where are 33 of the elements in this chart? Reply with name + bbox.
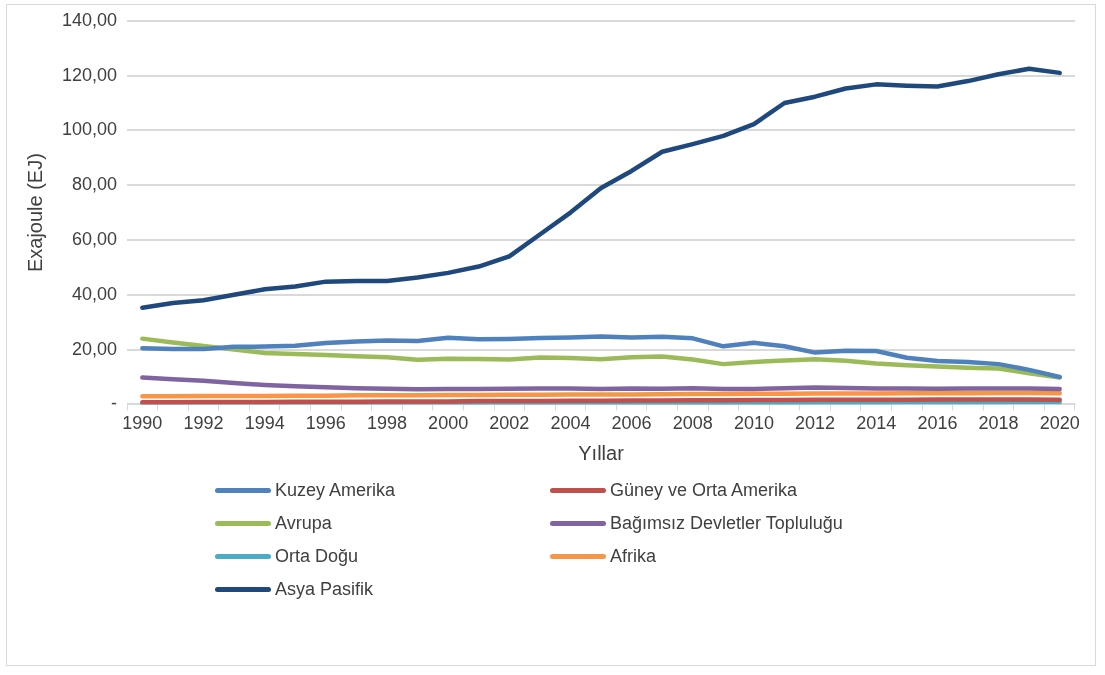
- x-tick-label: 1998: [366, 413, 407, 434]
- x-tick-label: 2018: [978, 413, 1019, 434]
- legend-label: Bağımsız Devletler Topluluğu: [610, 513, 843, 534]
- x-tick-label: 2014: [856, 413, 897, 434]
- x-tick-label: 2002: [489, 413, 530, 434]
- x-tick-label: 2008: [672, 413, 713, 434]
- legend-label: Asya Pasifik: [275, 579, 374, 600]
- y-axis-title: Exajoule (EJ): [23, 153, 46, 273]
- x-tick-label: 2016: [917, 413, 958, 434]
- y-tick-label: 100,00: [61, 119, 118, 140]
- legend-label: Avrupa: [275, 513, 332, 534]
- y-tick-label: 40,00: [72, 283, 118, 304]
- x-tick-label: 2004: [550, 413, 591, 434]
- x-tick-label: 2012: [795, 413, 836, 434]
- y-tick-label: 140,00: [61, 9, 118, 30]
- legend-label: Afrika: [610, 546, 657, 567]
- y-tick-label: 120,00: [61, 64, 118, 85]
- x-axis-title: Yıllar: [578, 441, 625, 464]
- y-tick-label: 60,00: [72, 228, 118, 249]
- legend-label: Güney ve Orta Amerika: [610, 480, 798, 501]
- x-tick-label: 1994: [244, 413, 285, 434]
- y-tick-label: 80,00: [72, 174, 118, 195]
- legend-label: Kuzey Amerika: [275, 480, 396, 501]
- x-tick-label: 2010: [733, 413, 774, 434]
- x-tick-label: 1996: [305, 413, 346, 434]
- x-tick-label: 2020: [1039, 413, 1080, 434]
- x-tick-label: 2006: [611, 413, 652, 434]
- y-tick-label: 20,00: [72, 338, 118, 359]
- y-tick-label: -: [111, 393, 118, 414]
- x-tick-label: 2000: [428, 413, 469, 434]
- legend-label: Orta Doğu: [275, 546, 359, 567]
- x-tick-label: 1990: [122, 413, 163, 434]
- x-tick-label: 1992: [183, 413, 224, 434]
